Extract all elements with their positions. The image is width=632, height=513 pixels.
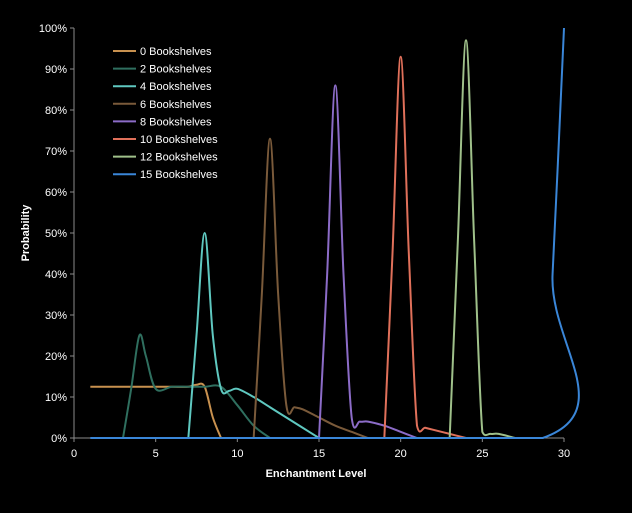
- x-tick-label: 15: [313, 448, 325, 460]
- legend-entry: 4 Bookshelves: [140, 81, 212, 93]
- legend-entry: 6 Bookshelves: [140, 99, 212, 111]
- y-tick-label: 20%: [45, 351, 67, 363]
- x-tick-label: 10: [231, 448, 243, 460]
- y-axis-title: Probability: [20, 204, 32, 262]
- y-tick-label: 100%: [39, 23, 67, 35]
- legend-entry: 0 Bookshelves: [140, 46, 212, 58]
- axes: 0% 10% 20% 30% 40% 50% 60% 70% 80% 90% 100% 0 5 10 15 2…: [39, 23, 570, 460]
- legend-entry: 10 Bookshelves: [140, 134, 218, 146]
- series-line: [90, 382, 222, 439]
- series-line: [90, 27, 580, 440]
- legend: 0 Bookshelves 2 Bookshelves 4 Bookshelves 6…: [113, 46, 218, 181]
- series-line: [448, 39, 516, 439]
- x-tick-label: 25: [476, 448, 488, 460]
- x-tick-label: 5: [153, 448, 159, 460]
- x-tick-label: 20: [395, 448, 407, 460]
- legend-entry: 2 Bookshelves: [140, 64, 212, 76]
- series-line: [122, 333, 271, 439]
- y-tick-label: 80%: [45, 105, 67, 117]
- y-tick-label: 50%: [45, 228, 67, 240]
- plot-area: [90, 27, 580, 440]
- series-line: [383, 55, 467, 439]
- y-tick-label: 90%: [45, 64, 67, 76]
- y-tick-label: 70%: [45, 146, 67, 158]
- series-line: [252, 137, 369, 439]
- series-line: [318, 84, 418, 439]
- x-tick-label: 30: [558, 448, 570, 460]
- series-line: [187, 232, 320, 439]
- x-tick-label: 0: [71, 448, 77, 460]
- legend-entry: 8 Bookshelves: [140, 116, 212, 128]
- y-tick-label: 60%: [45, 187, 67, 199]
- y-tick-label: 10%: [45, 392, 67, 404]
- y-tick-label: 30%: [45, 310, 67, 322]
- x-axis-title: Enchantment Level: [266, 468, 367, 480]
- y-tick-label: 0%: [51, 433, 67, 445]
- legend-entry: 12 Bookshelves: [140, 152, 218, 164]
- legend-entry: 15 Bookshelves: [140, 169, 218, 181]
- y-tick-label: 40%: [45, 269, 67, 281]
